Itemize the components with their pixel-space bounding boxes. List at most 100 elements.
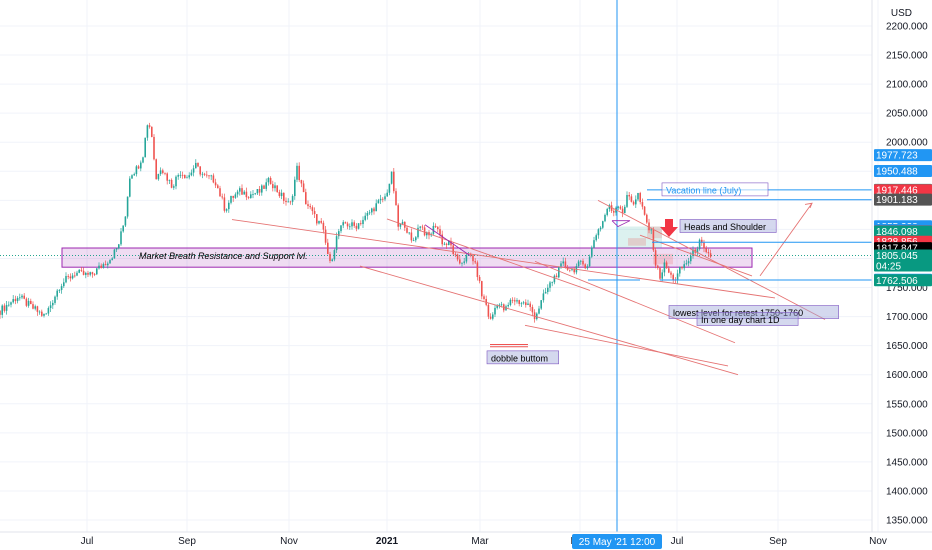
candle-body	[203, 173, 206, 175]
candle	[45, 312, 47, 315]
candle	[201, 171, 204, 179]
candle	[465, 253, 468, 264]
candle-body	[300, 180, 303, 184]
candle	[230, 195, 232, 205]
candle	[624, 204, 626, 214]
candle	[632, 200, 635, 206]
candle-body	[27, 300, 30, 306]
crosshair-tag-text: 25 May '21 12:00	[579, 537, 656, 548]
candle	[349, 223, 351, 230]
candle-body	[166, 173, 168, 181]
candle-body	[67, 276, 69, 277]
position-stop-zone	[628, 238, 646, 246]
candle-body	[327, 242, 329, 255]
candle	[569, 269, 571, 273]
trend-line	[359, 265, 739, 376]
projection-arrowhead	[804, 202, 813, 209]
candle	[478, 274, 481, 284]
candle-body	[599, 227, 602, 230]
candle-body	[296, 165, 298, 180]
candle-body	[441, 234, 443, 245]
candle-body	[489, 316, 492, 319]
candle-body	[78, 269, 80, 273]
y-tick-label: 2200.000	[886, 22, 928, 33]
y-tick-label: 1750.000	[886, 283, 928, 294]
candle-body	[509, 299, 512, 305]
candle	[221, 193, 223, 200]
candle	[641, 198, 644, 210]
candle-body	[318, 220, 320, 224]
candle	[25, 297, 28, 308]
candle	[417, 224, 419, 239]
candle	[208, 175, 210, 180]
candle-body	[16, 297, 19, 302]
candle	[489, 313, 492, 320]
candle	[122, 225, 124, 233]
time-axis[interactable]: JulSepNov2021MarMayJulSepNov	[81, 536, 887, 547]
trend-line	[597, 199, 826, 320]
candle	[544, 288, 547, 294]
candle-body	[311, 207, 314, 212]
candle	[509, 298, 512, 307]
candle-body	[30, 300, 32, 305]
candle	[54, 295, 56, 305]
down-arrow-icon	[660, 218, 678, 237]
price-tag-box	[874, 184, 932, 197]
price-tag-box	[874, 149, 932, 162]
position-loss-zone	[647, 226, 662, 239]
candle	[410, 228, 413, 243]
trend-line	[424, 224, 471, 256]
candle-body	[478, 277, 481, 282]
candle-body	[23, 295, 25, 299]
candle	[494, 304, 496, 317]
candle	[67, 274, 69, 280]
candle	[104, 260, 107, 266]
candle-body	[272, 184, 274, 189]
candle-body	[641, 202, 644, 207]
candle	[236, 189, 239, 198]
candle	[43, 313, 45, 318]
candle-body	[349, 226, 351, 228]
candle	[676, 269, 679, 284]
candle-body	[65, 276, 67, 283]
candle-body	[162, 170, 164, 173]
candle-body	[186, 177, 188, 179]
candle	[613, 208, 615, 217]
price-tag-text: 1817.847	[876, 244, 918, 255]
candle	[637, 192, 639, 202]
candle-body	[481, 281, 483, 297]
candle	[663, 258, 666, 277]
candle	[100, 263, 102, 269]
candle-body	[683, 264, 685, 269]
candle	[584, 263, 586, 270]
candle-body	[56, 290, 58, 297]
candle-body	[529, 303, 531, 307]
candle-body	[146, 125, 149, 138]
candle	[698, 238, 701, 251]
y-tick-label: 1400.000	[886, 486, 928, 497]
candle	[3, 303, 6, 313]
candle-body	[8, 304, 10, 306]
candle	[21, 293, 23, 300]
candle	[82, 267, 85, 276]
candle	[58, 289, 61, 294]
price-tag-countdown: 04:25	[876, 262, 901, 273]
candle-body	[49, 305, 52, 309]
y-tick-label: 1450.000	[886, 457, 928, 468]
candle-body	[135, 166, 138, 175]
candle	[619, 205, 622, 210]
candle-body	[408, 232, 410, 234]
candle	[412, 237, 415, 242]
candle-body	[371, 208, 373, 213]
candle-body	[395, 191, 397, 206]
candle-body	[100, 265, 102, 268]
candle	[23, 293, 25, 300]
candle	[705, 245, 707, 254]
candle	[450, 237, 452, 249]
candle-body	[346, 223, 349, 227]
candle	[181, 171, 184, 179]
candle-body	[137, 166, 140, 169]
candle-body	[496, 305, 498, 308]
candle-body	[274, 185, 276, 189]
candle-body	[223, 197, 226, 211]
